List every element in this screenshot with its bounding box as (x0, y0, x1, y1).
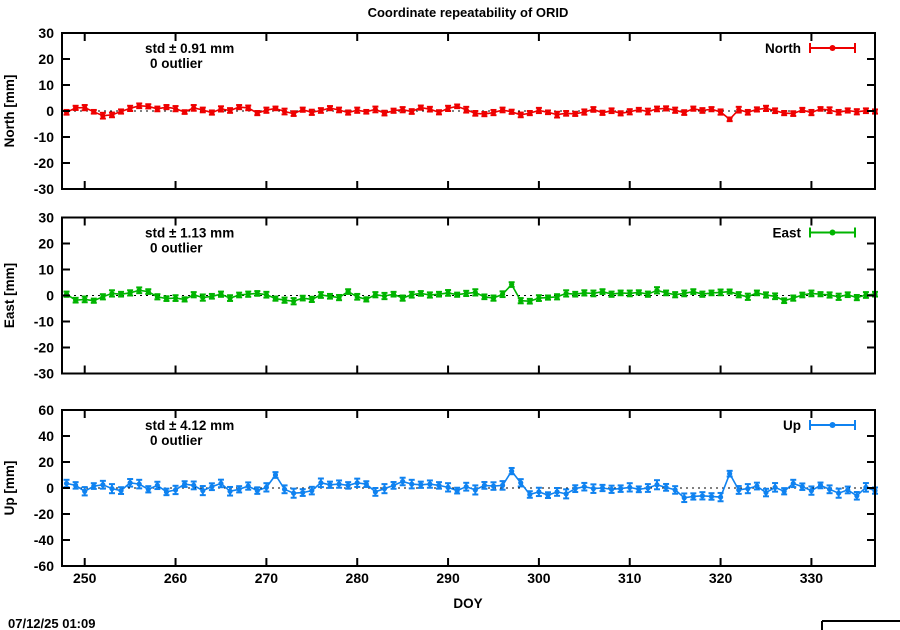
y-axis-label-east: East [mm] (2, 263, 17, 328)
std-annotation-east: std ± 1.13 mm (145, 226, 234, 241)
series-points-east (63, 281, 878, 306)
x-tick-label: 320 (709, 570, 733, 586)
legend-label-east: East (772, 226, 801, 241)
adjacent-plot-edge (821, 620, 900, 630)
y-tick-label: -60 (34, 558, 54, 574)
legend-sample-point (829, 45, 836, 51)
y-tick-label: -20 (34, 155, 54, 171)
x-tick-label: 280 (346, 570, 370, 586)
std-annotation-north: std ± 0.91 mm (145, 41, 234, 56)
plot-area-up: 60 40 20 0 -20 -40 -60 (34, 402, 878, 574)
plot-area-east: 30 20 10 0 -10 -20 -30 (34, 210, 878, 382)
plot-area-north: 30 20 10 0 -10 -20 -30 (34, 25, 878, 197)
legend-sample-up (809, 420, 856, 430)
y-tick-label: 10 (38, 77, 54, 93)
legend-sample-point (829, 229, 836, 236)
y-tick-label: 20 (38, 51, 54, 67)
legend-sample-east (809, 227, 856, 238)
y-tick-label: -30 (34, 181, 54, 197)
series-points-north (63, 102, 878, 123)
y-tick-label: 30 (38, 210, 54, 226)
x-axis-ticks: 250 260 270 280 290 300 310 320 330 (73, 570, 823, 586)
y-tick-label: 10 (38, 262, 54, 278)
panel-up: 60 40 20 0 -20 -40 -60 Up [mm] std ± 4.12 mm 0… (2, 402, 878, 574)
series-line-north (66, 104, 876, 121)
panel-east: 30 20 10 0 -10 -20 -30 East [mm] std ± 1.13 mm… (2, 210, 878, 382)
timestamp: 07/12/25 01:09 (8, 616, 95, 630)
y-tick-label: 60 (38, 402, 54, 418)
legend-label-north: North (765, 41, 801, 56)
y-tick-label: 0 (46, 103, 54, 119)
y-tick-label: 20 (38, 454, 54, 470)
x-tick-label: 250 (73, 570, 97, 586)
x-tick-label: 260 (164, 570, 188, 586)
series-points-up (63, 466, 878, 504)
x-tick-label: 310 (618, 570, 642, 586)
outlier-annotation-up: 0 outlier (150, 433, 203, 448)
outlier-annotation-east: 0 outlier (150, 241, 203, 256)
panel-north: 30 20 10 0 -10 -20 -30 North [mm] std ± 0.91 m… (2, 25, 878, 197)
legend-label-up: Up (783, 418, 801, 433)
x-tick-label: 330 (800, 570, 824, 586)
series-line-up (66, 469, 876, 499)
x-tick-label: 270 (255, 570, 279, 586)
x-tick-label: 300 (527, 570, 551, 586)
outlier-annotation-north: 0 outlier (150, 56, 203, 71)
std-annotation-up: std ± 4.12 mm (145, 418, 234, 433)
series-line-east (66, 283, 876, 303)
y-tick-label: 40 (38, 428, 54, 444)
y-tick-label: -20 (34, 506, 54, 522)
y-tick-label: -30 (34, 366, 54, 382)
x-tick-label: 290 (436, 570, 460, 586)
chart-title: Coordinate repeatability of ORID (368, 5, 569, 20)
y-axis-label-up: Up [mm] (2, 461, 17, 516)
y-tick-label: -20 (34, 340, 54, 356)
y-tick-label: -10 (34, 314, 54, 330)
y-tick-label: -10 (34, 129, 54, 145)
x-axis-label: DOY (453, 596, 482, 611)
y-tick-label: 30 (38, 25, 54, 41)
y-tick-label: 0 (46, 288, 54, 304)
y-tick-label: 20 (38, 236, 54, 252)
y-tick-label: 0 (46, 480, 54, 496)
legend-sample-north (809, 43, 856, 53)
y-axis-label-north: North [mm] (2, 75, 17, 148)
y-tick-label: -40 (34, 532, 54, 548)
legend-sample-point (829, 422, 836, 428)
